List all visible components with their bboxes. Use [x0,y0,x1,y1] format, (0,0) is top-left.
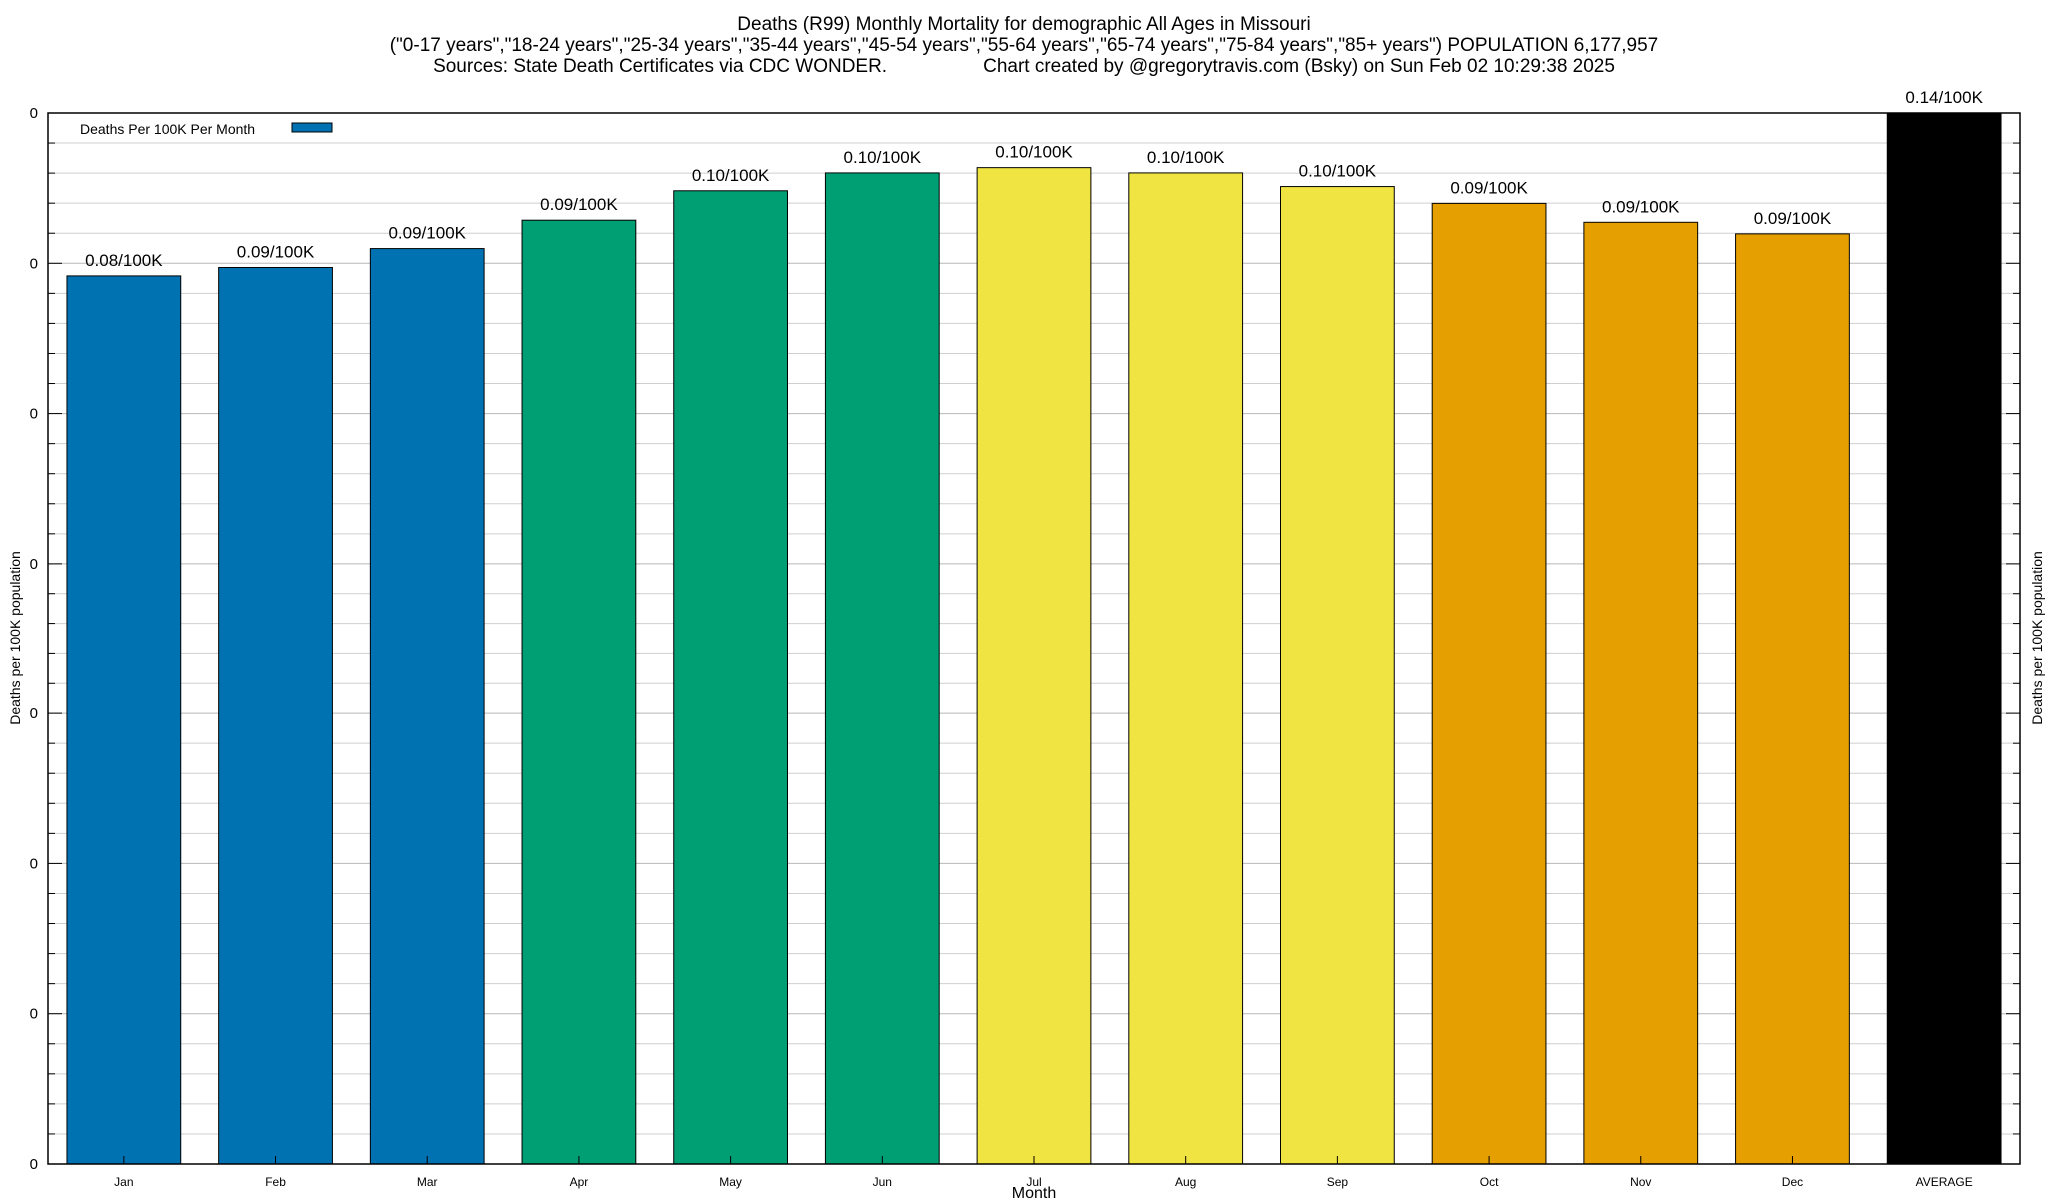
bar-sep [1280,186,1395,1165]
bar-value-label: 0.10/100K [995,143,1073,162]
chart-sources: Sources: State Death Certificates via CD… [433,56,888,77]
bar-jun [824,172,940,1165]
bar-value-label: 0.09/100K [1754,209,1832,228]
chart-sources-line: Sources: State Death Certificates via CD… [0,56,2048,77]
x-tick-label: Sep [1327,1175,1349,1189]
labels: 0 0 0 0 0 0 0 0 0.08/100K Jan 0.09/100K Feb 0.09/100… [30,88,1984,1189]
y-axis-label-right: Deaths per 100K population [2029,551,2045,725]
y-axis-label: Deaths per 100K population [7,551,23,725]
x-tick-label: Feb [265,1175,286,1189]
legend-swatch [291,122,333,133]
bar-value-label: 0.09/100K [388,224,466,243]
bar-value-label: 0.10/100K [1147,148,1225,167]
bar-dec [1735,233,1850,1165]
x-tick-label: AVERAGE [1916,1175,1973,1189]
bar-value-label: 0.10/100K [844,148,922,167]
plot-frame [47,112,2021,1165]
bar-average [1886,112,2002,1165]
y-tick-label: 0 [30,1006,38,1023]
bar-value-label: 0.10/100K [1299,162,1377,181]
legend-label: Deaths Per 100K Per Month [80,121,255,137]
x-axis-label: Month [1012,1185,1056,1200]
y-tick-label: 0 [30,255,38,272]
bar-apr [521,219,637,1165]
x-tick-label: Oct [1480,1175,1499,1189]
y-tick-label: 0 [30,406,38,423]
bar-value-label: 0.14/100K [1905,88,1983,107]
y-tick-label: 0 [30,105,38,122]
legend: Deaths Per 100K Per Month [80,121,333,137]
bar-feb [218,266,333,1165]
bar-jul [976,167,1092,1165]
x-tick-label: May [719,1175,742,1189]
bar-value-label: 0.09/100K [540,195,618,214]
bar-mar [369,248,485,1165]
bar-value-label: 0.10/100K [692,166,770,185]
chart-subtitle: ("0-17 years","18-24 years","25-34 years… [389,35,1659,56]
bar-jan [66,275,182,1165]
bar-value-label: 0.09/100K [237,242,315,261]
bar-nov [1583,221,1699,1165]
y-tick-label: 0 [30,1156,38,1173]
bars [66,112,2002,1165]
x-tick-label: Aug [1175,1175,1196,1189]
x-tick-label: Jul [1026,1175,1041,1189]
bar-value-label: 0.09/100K [1602,197,1680,216]
x-tick-label: Jun [873,1175,892,1189]
chart-credit: Chart created by @gregorytravis.com (Bsk… [983,56,1615,77]
bar-value-label: 0.08/100K [85,251,163,270]
bar-may [673,190,789,1165]
x-tick-label: Nov [1630,1175,1651,1189]
x-tick-label: Mar [417,1175,438,1189]
bar-aug [1128,172,1244,1165]
bar-value-label: 0.09/100K [1450,178,1528,197]
x-tick-label: Dec [1782,1175,1803,1189]
x-tick-label: Apr [570,1175,589,1189]
bar-oct [1431,202,1547,1165]
y-tick-label: 0 [30,705,38,722]
y-tick-label: 0 [30,855,38,872]
chart-title: Deaths (R99) Monthly Mortality for demog… [737,14,1311,35]
x-tick-label: Jan [114,1175,133,1189]
chart-header: Deaths (R99) Monthly Mortality for demog… [0,14,2048,77]
y-tick-label: 0 [30,556,38,573]
